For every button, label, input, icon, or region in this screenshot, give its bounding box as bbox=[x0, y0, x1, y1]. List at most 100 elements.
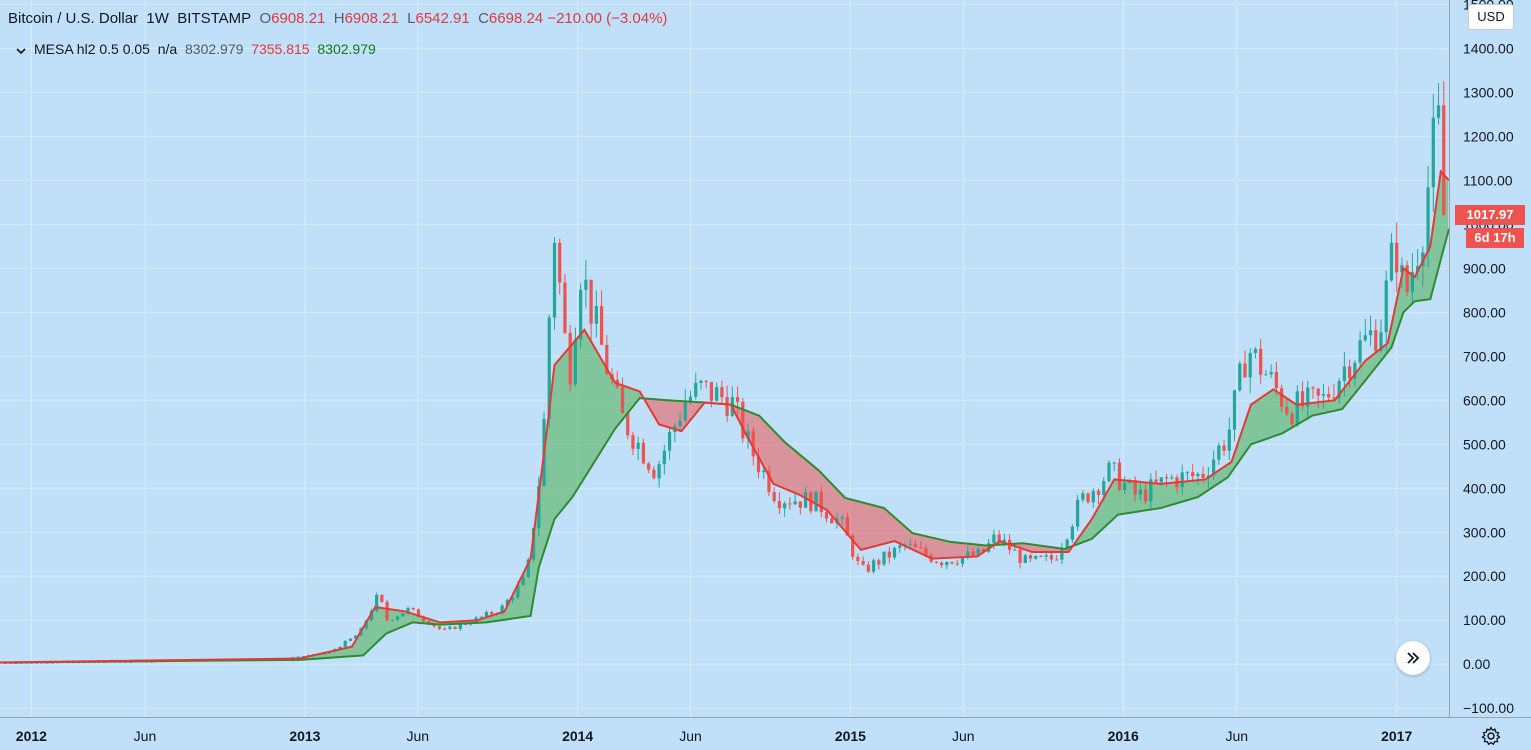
candle-body bbox=[1191, 472, 1195, 477]
currency-badge[interactable]: USD bbox=[1468, 4, 1514, 30]
interval-label[interactable]: 1W bbox=[146, 10, 169, 27]
candle-body bbox=[966, 551, 970, 558]
candle-body bbox=[1086, 493, 1090, 503]
candle-body bbox=[636, 442, 640, 449]
candle-body bbox=[1311, 387, 1315, 389]
indicator-na: n/a bbox=[157, 41, 178, 57]
candle-body bbox=[500, 605, 504, 614]
candle-body bbox=[490, 612, 494, 615]
candle-body bbox=[892, 547, 897, 558]
symbol-name[interactable]: Bitcoin / U.S. Dollar bbox=[8, 10, 139, 27]
candle-body bbox=[652, 469, 656, 479]
candle-body bbox=[908, 543, 912, 545]
candle-body bbox=[1264, 374, 1268, 376]
x-tick-label: Jun bbox=[406, 728, 429, 744]
chevron-down-icon[interactable] bbox=[12, 42, 30, 60]
candle-body bbox=[380, 594, 384, 602]
indicator-legend-row[interactable]: MESA hl2 0.5 0.05 n/a 8302.979 7355.815 … bbox=[8, 41, 376, 57]
candle-body bbox=[1133, 480, 1137, 495]
candle-body bbox=[584, 279, 588, 290]
candle-body bbox=[1060, 548, 1064, 560]
candle-body bbox=[1363, 335, 1367, 341]
candle-body bbox=[662, 450, 666, 465]
candle-body bbox=[819, 491, 823, 513]
close-value: 6698.24 bbox=[488, 10, 544, 27]
candle-body bbox=[678, 420, 682, 427]
candle-body bbox=[1389, 242, 1394, 281]
candle-body bbox=[479, 616, 483, 618]
open-value: 6908.21 bbox=[271, 10, 326, 27]
candle-body bbox=[882, 551, 886, 565]
y-tick-label: 600.00 bbox=[1463, 392, 1506, 408]
double-chevron-right-icon bbox=[1407, 652, 1420, 664]
candle-body bbox=[1332, 397, 1336, 399]
candle-body bbox=[1306, 387, 1310, 407]
y-tick-label: −100.00 bbox=[1463, 700, 1514, 716]
gear-icon[interactable] bbox=[1481, 726, 1501, 746]
candle-body bbox=[1285, 407, 1289, 414]
candle-body bbox=[558, 242, 562, 283]
candle-body bbox=[1405, 265, 1409, 292]
candle-body bbox=[568, 332, 572, 385]
candle-body bbox=[887, 551, 891, 558]
y-tick-label: 200.00 bbox=[1463, 568, 1506, 584]
candle-body bbox=[516, 584, 520, 598]
candle-body bbox=[1290, 413, 1294, 425]
candle-body bbox=[531, 528, 536, 560]
candle-body bbox=[1018, 549, 1022, 563]
mama-line bbox=[0, 169, 1450, 664]
candle-body bbox=[1023, 555, 1027, 563]
bullish-cloud bbox=[1073, 172, 1449, 546]
candle-body bbox=[1211, 459, 1216, 476]
candle-body bbox=[448, 626, 452, 629]
indicator-name[interactable]: MESA hl2 0.5 0.05 bbox=[34, 41, 150, 57]
candle-body bbox=[563, 282, 567, 333]
y-tick-label: 300.00 bbox=[1463, 524, 1506, 540]
candle-body bbox=[1143, 489, 1148, 502]
candle-body bbox=[1154, 479, 1158, 483]
y-tick-label: 1300.00 bbox=[1463, 84, 1514, 100]
candle-body bbox=[364, 620, 368, 629]
candle-body bbox=[751, 431, 755, 457]
candle-body bbox=[406, 607, 410, 614]
x-tick-label: 2017 bbox=[1381, 728, 1412, 744]
candle-body bbox=[746, 431, 750, 439]
candle-body bbox=[788, 503, 792, 505]
candle-body bbox=[395, 616, 400, 620]
candle-body bbox=[1149, 479, 1153, 502]
y-tick-label: 700.00 bbox=[1463, 348, 1506, 364]
candle-body bbox=[390, 619, 394, 621]
candle-body bbox=[1170, 477, 1174, 479]
x-tick-label: Jun bbox=[679, 728, 702, 744]
x-tick-label: 2012 bbox=[16, 728, 47, 744]
candle-body bbox=[725, 397, 729, 416]
candle-body bbox=[301, 656, 306, 658]
candle-body bbox=[1075, 499, 1080, 527]
candle-body bbox=[803, 492, 808, 508]
low-value: 6542.91 bbox=[415, 10, 470, 27]
candle-body bbox=[934, 561, 938, 563]
candle-body bbox=[1039, 555, 1043, 557]
bar-countdown-label: 6d 17h bbox=[1466, 228, 1524, 248]
candle-body bbox=[1123, 482, 1127, 490]
candle-body bbox=[772, 492, 776, 502]
candle-body bbox=[955, 563, 959, 565]
candle-body bbox=[1358, 340, 1362, 363]
candle-body bbox=[484, 612, 489, 617]
exchange-label: BITSTAMP bbox=[177, 10, 252, 27]
candle-body bbox=[704, 381, 708, 383]
candle-body bbox=[343, 640, 347, 647]
bearish-cloud bbox=[1008, 543, 1074, 553]
candle-body bbox=[369, 611, 374, 621]
candle-body bbox=[1279, 388, 1284, 408]
candle-body bbox=[296, 656, 300, 658]
candle-body bbox=[19, 662, 23, 664]
candle-body bbox=[552, 242, 557, 318]
candle-body bbox=[793, 501, 797, 505]
scroll-to-realtime-button[interactable] bbox=[1396, 641, 1430, 675]
candle-body bbox=[861, 560, 865, 565]
y-tick-label: 900.00 bbox=[1463, 260, 1506, 276]
candle-body bbox=[641, 442, 646, 464]
